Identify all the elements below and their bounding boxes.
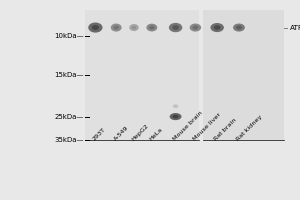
Text: ATP5L: ATP5L: [290, 25, 300, 31]
Ellipse shape: [172, 115, 178, 118]
Text: 293T: 293T: [92, 127, 107, 142]
Text: 25kDa—: 25kDa—: [55, 114, 84, 120]
Ellipse shape: [129, 24, 139, 31]
Bar: [85, 10, 199, 140]
Ellipse shape: [193, 26, 198, 30]
Ellipse shape: [170, 113, 182, 120]
Text: 35kDa—: 35kDa—: [55, 137, 84, 143]
Ellipse shape: [214, 25, 220, 30]
Text: 10kDa—: 10kDa—: [54, 33, 84, 39]
Ellipse shape: [113, 26, 119, 30]
Text: A-549: A-549: [113, 125, 129, 142]
Ellipse shape: [233, 24, 245, 32]
Text: Mouse brain: Mouse brain: [172, 110, 204, 142]
Ellipse shape: [172, 25, 179, 30]
Ellipse shape: [149, 26, 154, 29]
Ellipse shape: [88, 22, 103, 33]
Ellipse shape: [172, 104, 178, 108]
Ellipse shape: [92, 25, 99, 30]
Ellipse shape: [169, 23, 182, 32]
Ellipse shape: [190, 24, 201, 32]
Ellipse shape: [174, 105, 177, 107]
Ellipse shape: [146, 24, 157, 31]
Text: HeLa: HeLa: [148, 127, 163, 142]
Ellipse shape: [132, 26, 136, 29]
Text: 15kDa—: 15kDa—: [55, 72, 84, 78]
Bar: [203, 10, 284, 140]
Text: Rat brain: Rat brain: [214, 118, 238, 142]
Ellipse shape: [236, 26, 242, 30]
Text: Rat kidney: Rat kidney: [236, 114, 263, 142]
Ellipse shape: [210, 23, 224, 32]
Ellipse shape: [111, 24, 122, 32]
Text: Mouse liver: Mouse liver: [192, 112, 222, 142]
Text: HepG2: HepG2: [130, 123, 149, 142]
